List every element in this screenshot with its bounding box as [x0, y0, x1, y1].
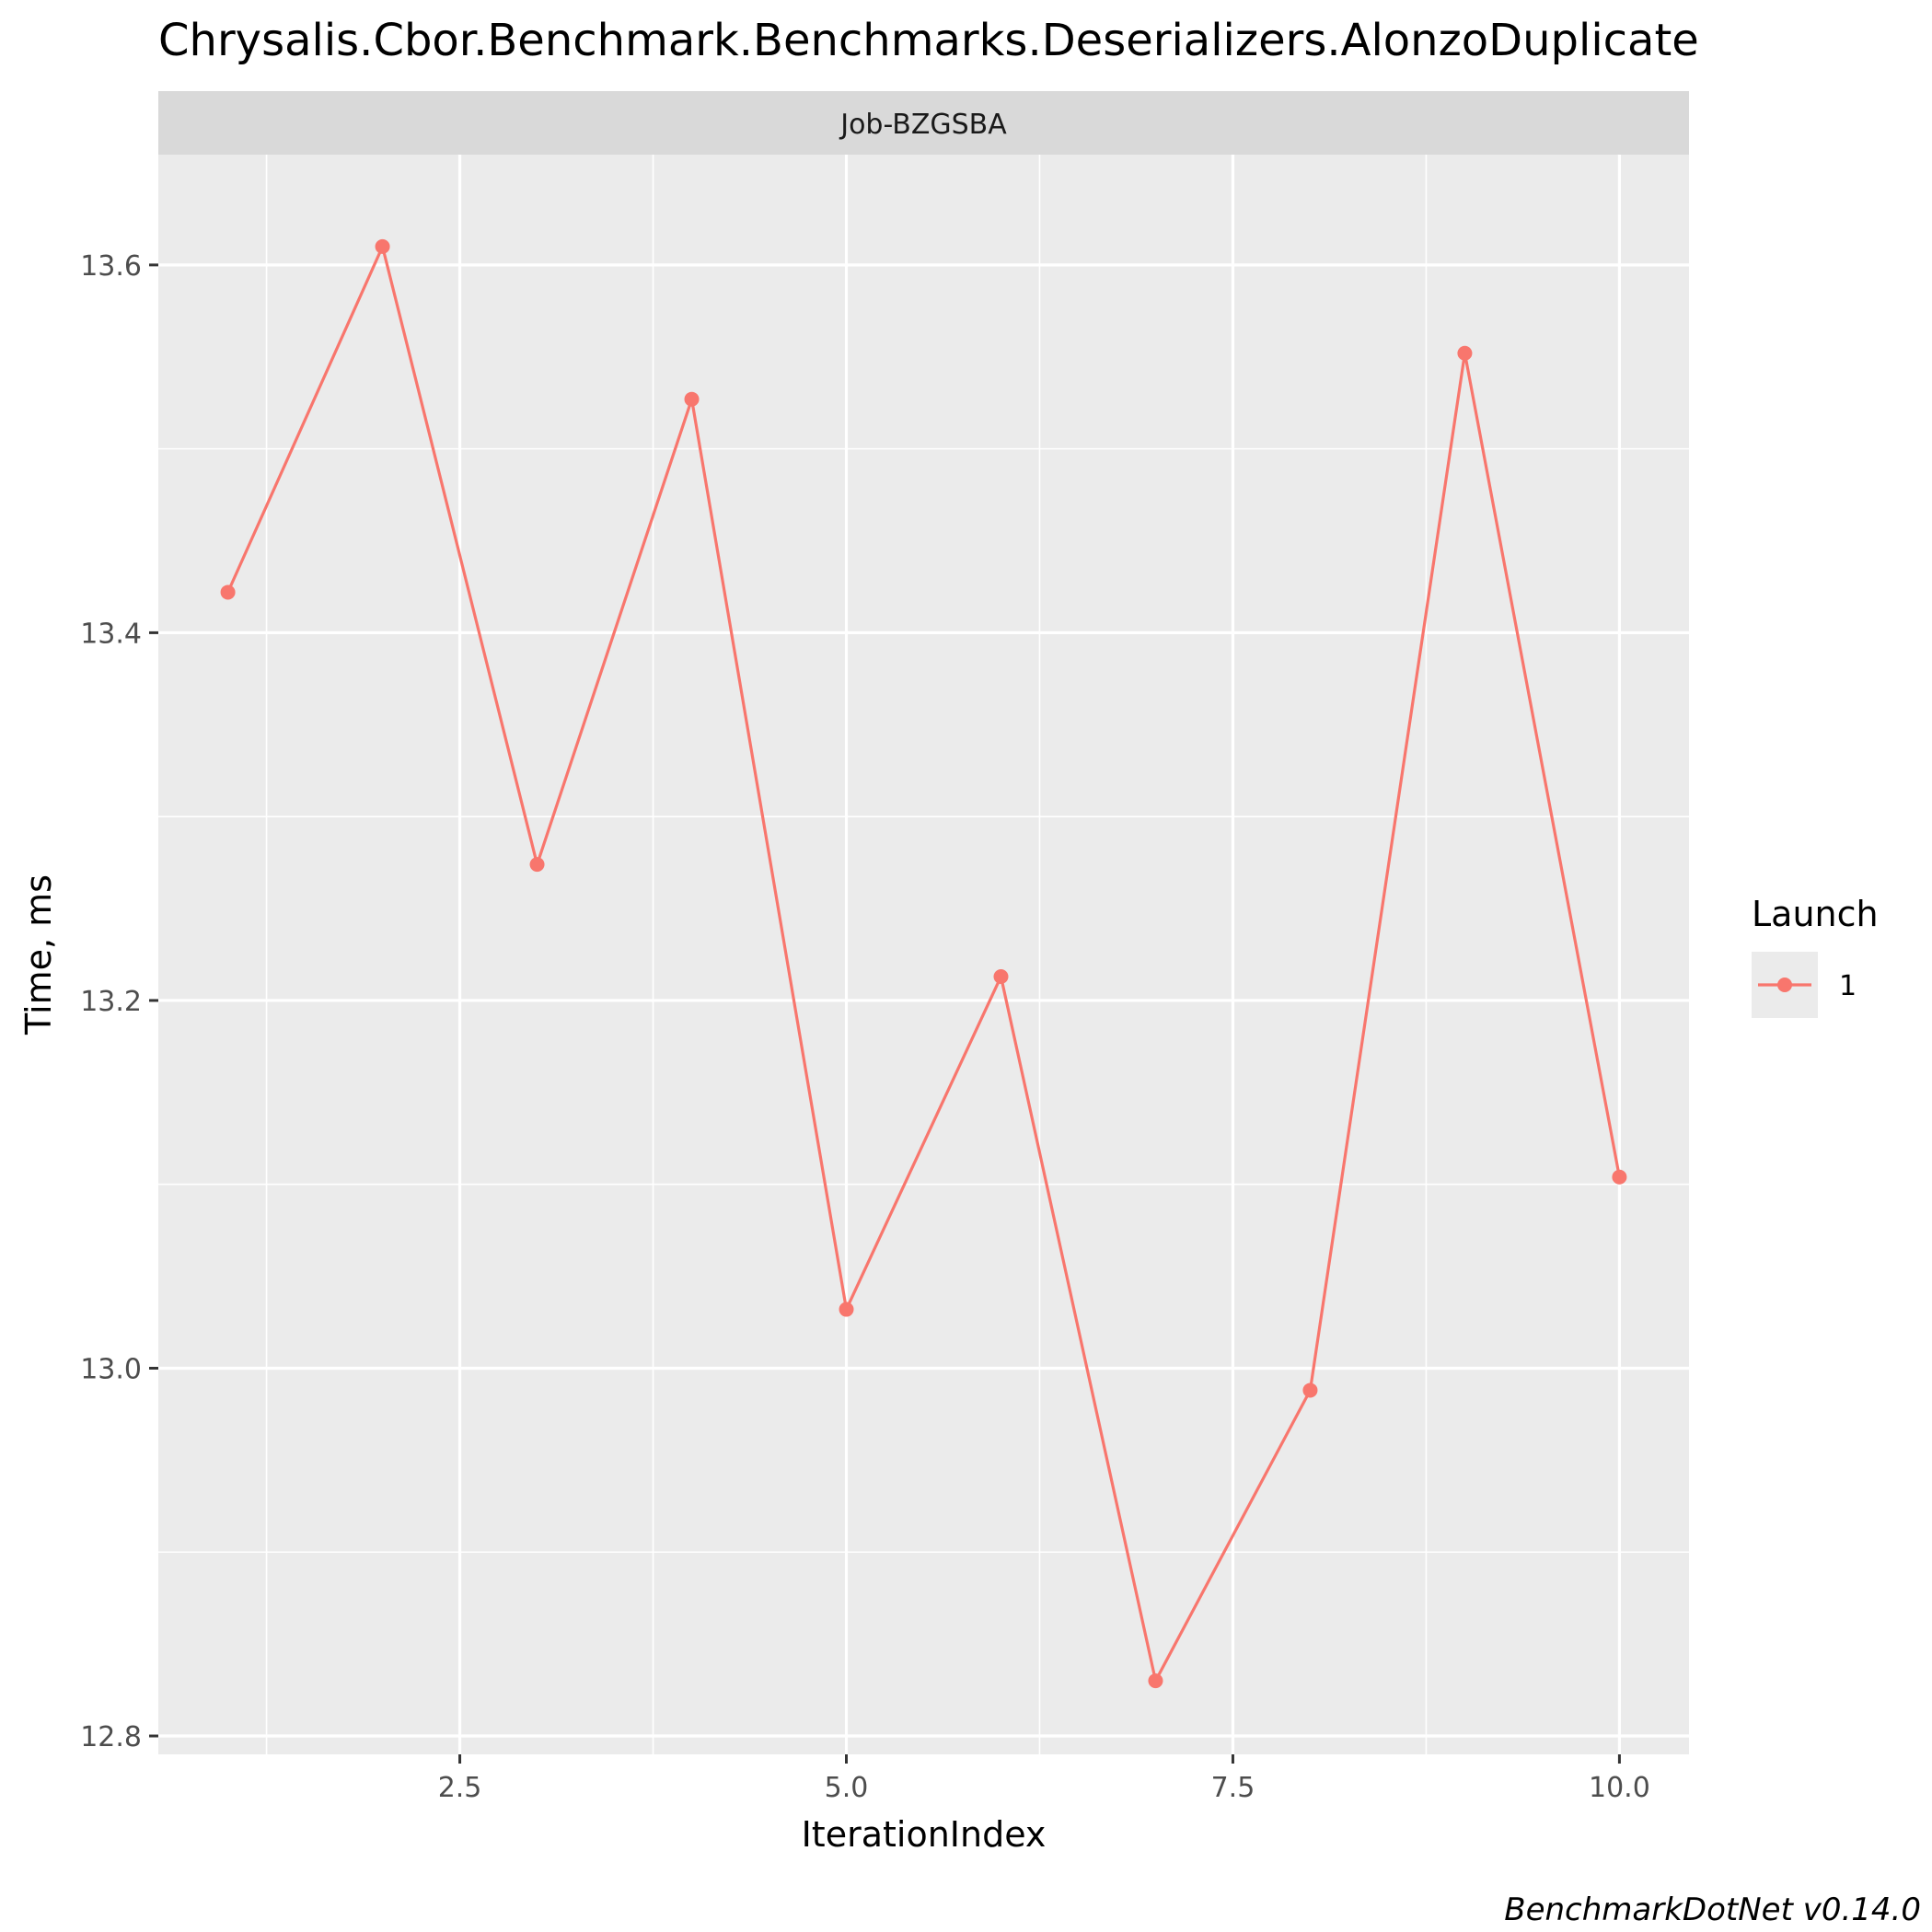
- x-axis: 2.5 5.0 7.5 10.0: [438, 1754, 1650, 1804]
- x-tick-label-1: 5.0: [825, 1772, 869, 1804]
- y-tick-label-2: 13.2: [80, 986, 142, 1018]
- legend-key-point: [1777, 978, 1792, 992]
- plot-panel: [158, 155, 1689, 1754]
- data-point-2: [375, 238, 390, 254]
- data-point-1: [220, 584, 236, 600]
- data-point-5: [839, 1301, 854, 1317]
- minor-gridlines: [158, 155, 1689, 1754]
- y-axis-title: Time, ms: [18, 874, 59, 1035]
- major-gridlines: [158, 155, 1689, 1754]
- facet-strip: [158, 91, 1689, 155]
- data-point-9: [1457, 345, 1473, 361]
- legend: Launch 1: [1752, 894, 1879, 1018]
- data-point-10: [1612, 1169, 1627, 1185]
- x-tick-label-3: 10.0: [1589, 1772, 1650, 1804]
- data-point-6: [993, 968, 1009, 984]
- chart-caption: BenchmarkDotNet v0.14.0: [1504, 1892, 1921, 1928]
- series-line-1: [226, 245, 1621, 1683]
- y-tick-label-3: 13.4: [80, 618, 142, 650]
- series-layer: [220, 238, 1627, 1689]
- x-axis-title: IterationIndex: [802, 1814, 1047, 1855]
- data-point-8: [1302, 1382, 1318, 1398]
- y-axis: 12.8 13.0 13.2 13.4 13.6: [80, 250, 158, 1753]
- legend-label-1: 1: [1839, 970, 1857, 1002]
- x-tick-label-0: 2.5: [438, 1772, 482, 1804]
- data-point-3: [529, 857, 545, 873]
- y-tick-label-1: 13.0: [80, 1353, 142, 1385]
- y-tick-label-0: 12.8: [80, 1721, 142, 1753]
- legend-title: Launch: [1752, 894, 1879, 934]
- x-tick-label-2: 7.5: [1211, 1772, 1255, 1804]
- y-tick-label-4: 13.6: [80, 250, 142, 283]
- facet-strip-label: Job-BZGSBA: [839, 109, 1007, 141]
- data-point-4: [684, 391, 700, 407]
- chart-title: Chrysalis.Cbor.Benchmark.Benchmarks.Dese…: [158, 15, 1699, 66]
- data-point-7: [1148, 1673, 1163, 1689]
